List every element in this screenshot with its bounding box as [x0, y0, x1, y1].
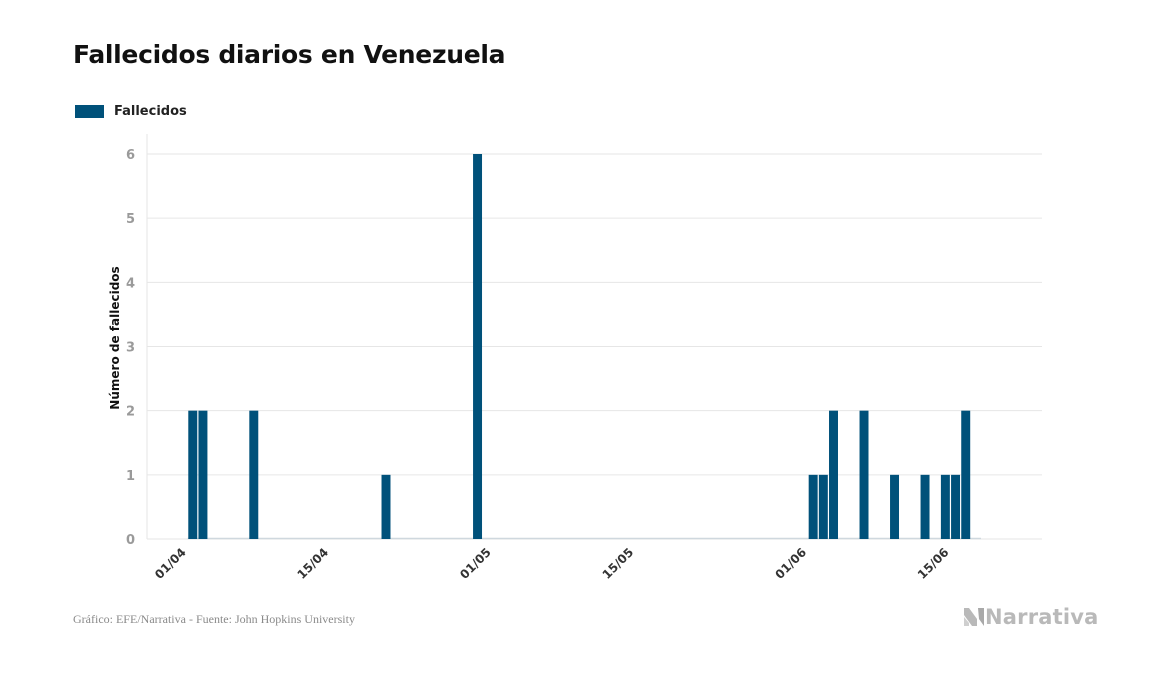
x-tick-label: 01/06: [773, 545, 810, 582]
y-tick-label: 4: [126, 276, 135, 291]
y-axis-title: Número de fallecidos: [108, 266, 122, 409]
x-ticks: 01/04 15/04 01/05 15/05 01/06 15/06: [152, 545, 951, 582]
y-tick-label: 2: [126, 405, 135, 420]
bar: [951, 474, 961, 539]
bars: [188, 154, 971, 539]
chart-title: Fallecidos diarios en Venezuela: [73, 40, 506, 69]
grid-lines: [146, 134, 1042, 540]
bar: [473, 154, 483, 539]
y-tick-label: 6: [126, 148, 135, 163]
logo-text: Narrativa: [985, 605, 1099, 629]
narrativa-logo-icon: [964, 608, 984, 626]
narrativa-logo: Narrativa: [963, 605, 1099, 629]
bar: [188, 410, 198, 539]
bar: [940, 474, 950, 539]
x-tick-label: 15/04: [294, 545, 331, 582]
x-tick-label: 01/04: [152, 545, 189, 582]
y-ticks: 0 1 2 3 4 5 6: [126, 148, 135, 548]
bar: [818, 474, 828, 539]
legend-label: Fallecidos: [114, 104, 187, 119]
bar: [829, 410, 838, 539]
bar: [249, 410, 259, 539]
y-tick-label: 0: [126, 533, 135, 548]
x-tick-label: 15/06: [915, 545, 952, 582]
bar: [859, 410, 869, 539]
source-footer: Gráfico: EFE/Narrativa - Fuente: John Ho…: [73, 612, 355, 626]
y-tick-label: 5: [126, 212, 135, 227]
legend-swatch: [75, 105, 104, 118]
bar: [890, 474, 900, 539]
bar: [920, 474, 930, 539]
bar: [961, 410, 971, 539]
y-tick-label: 1: [126, 469, 135, 484]
x-tick-label: 15/05: [600, 545, 637, 582]
y-tick-label: 3: [126, 341, 135, 356]
bar: [381, 474, 391, 539]
x-tick-label: 01/05: [457, 545, 494, 582]
bar: [198, 410, 208, 539]
legend: Fallecidos: [75, 104, 187, 119]
bar: [808, 474, 818, 539]
